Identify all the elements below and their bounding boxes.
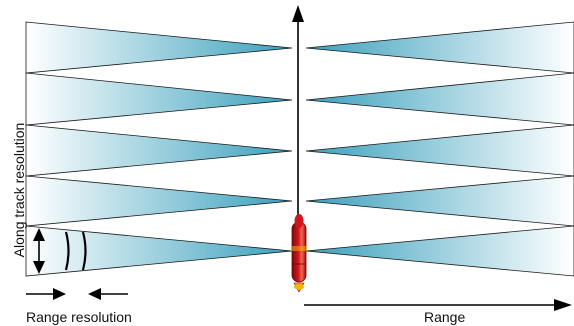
range-resolution-label: Range resolution [26,309,132,325]
left-beam [25,72,293,126]
right-beam [305,124,574,177]
left-beam [25,225,293,277]
range-resolution-arrows [26,288,128,300]
right-beam [305,21,574,74]
submarine-vehicle-icon [291,214,307,293]
right-beam [305,72,574,126]
wavefront-arcs-icon [64,231,87,271]
range-label: Range [424,309,466,325]
range-axis-arrow [304,299,572,311]
along-track-resolution-label: Along track resolution [11,122,27,258]
right-beam [305,225,574,277]
left-beam [25,21,293,74]
along-track-axis-arrow [292,5,304,232]
right-beam [305,175,574,227]
left-beam [25,175,293,227]
along-track-resolution-arrow [33,228,45,274]
left-beam-fan [25,21,293,277]
right-beam-fan [305,21,574,277]
left-beam [25,124,293,177]
